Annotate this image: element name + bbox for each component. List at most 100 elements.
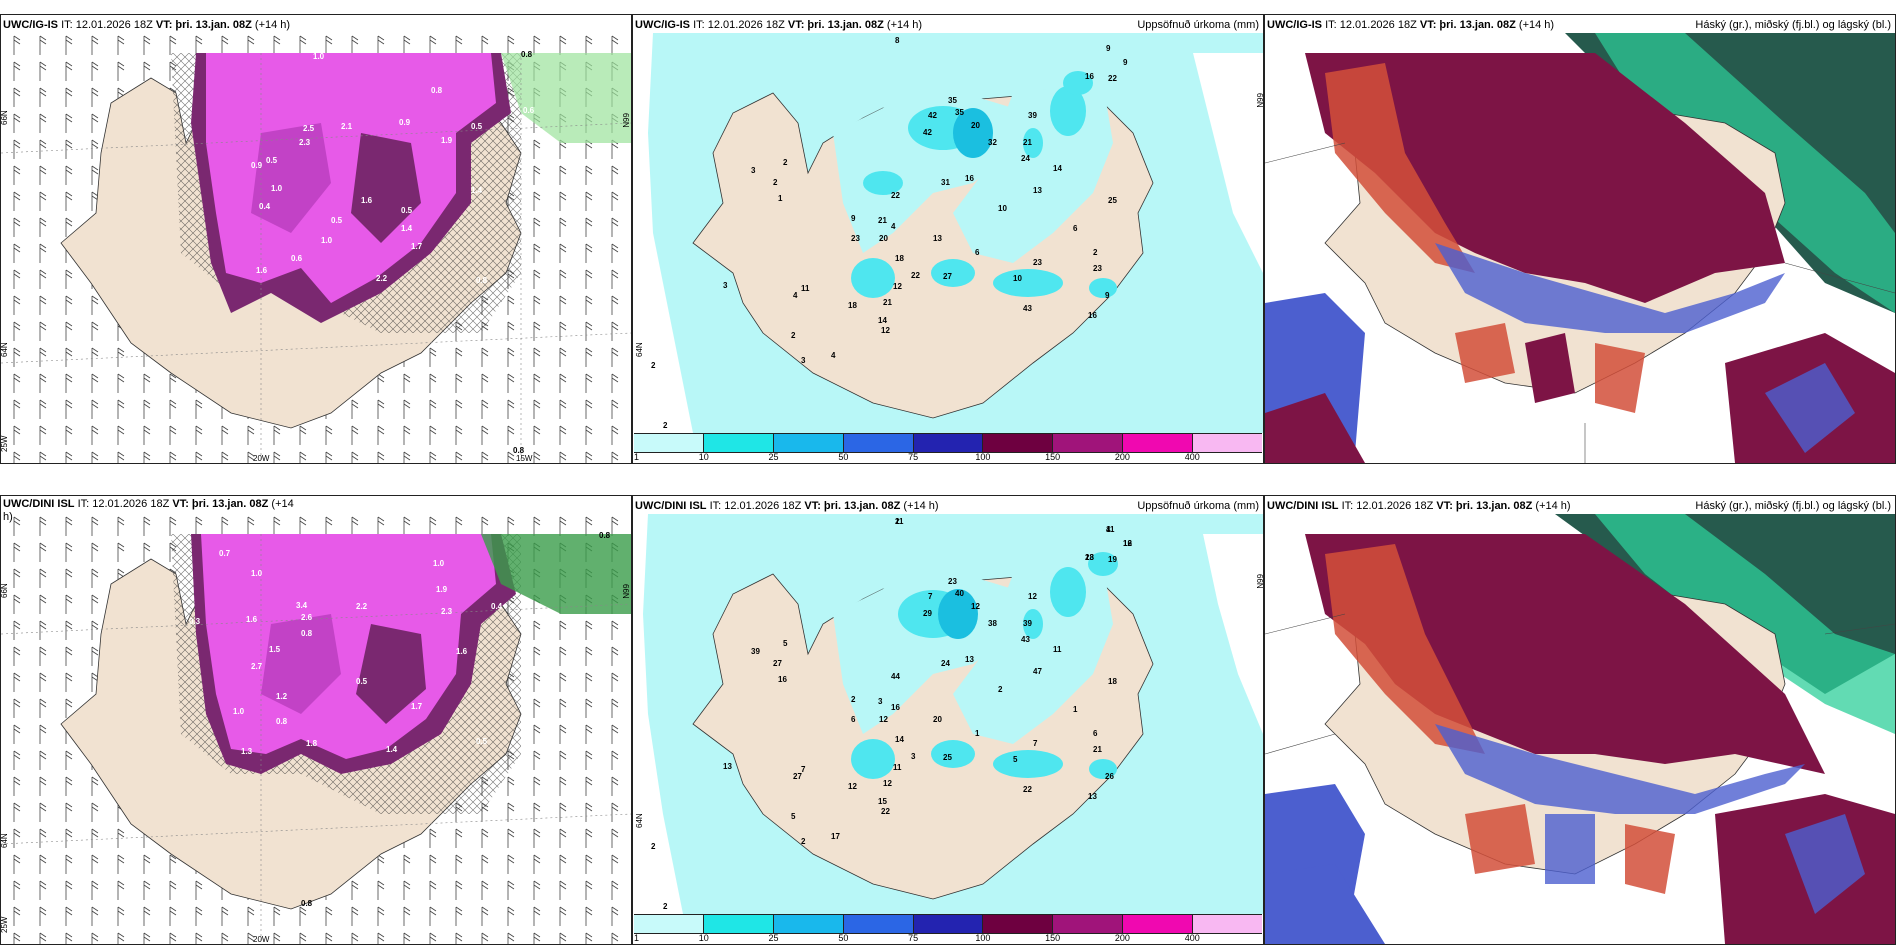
snow-value: 2.1 <box>341 122 353 131</box>
precip-value: 2 <box>773 178 778 187</box>
valid-label: VT: <box>155 19 173 31</box>
snow-value: 0.6 <box>291 254 303 263</box>
precip-value: 4 <box>793 291 798 300</box>
precip-value: 21 <box>1023 138 1032 147</box>
init-time: IT: 12.01.2026 18Z <box>77 498 170 510</box>
lat-label-left: 64N <box>635 813 644 828</box>
panel-top-right: UWC/IG-IS IT: 12.01.2026 18Z VT: þri. 13… <box>1264 14 1896 464</box>
valid-label: VT: <box>787 19 805 31</box>
precip-value: 11 <box>801 284 810 293</box>
title-line: UWC/IG-IS IT: 12.01.2026 18Z VT: þri. 13… <box>3 17 290 33</box>
precip-value: 6 <box>1073 224 1078 233</box>
bottom-value: 0.8 <box>513 446 525 455</box>
model-name: UWC/DINI ISL <box>1267 500 1339 512</box>
lat-label-right: 66N <box>621 584 630 599</box>
lat-label-66n: 66N <box>1 110 9 125</box>
legend-swatch <box>703 915 774 933</box>
precip-value: 38 <box>988 619 997 628</box>
precip-value: 12 <box>881 326 890 335</box>
snow-value: 1.7 <box>411 242 423 251</box>
precip-value: 21 <box>1093 745 1102 754</box>
snow-value: 0.8 <box>276 717 288 726</box>
precip-value: 20 <box>971 121 980 130</box>
snow-value: 0.5 <box>266 156 278 165</box>
precip-value: 14 <box>895 735 904 744</box>
valid-label: VT: <box>804 500 821 512</box>
snow-value: 0.4 <box>491 602 503 611</box>
legend-swatch <box>773 915 844 933</box>
precip-value: 4 <box>891 222 896 231</box>
precip-value: 9 <box>1106 44 1111 53</box>
model-name: UWC/DINI ISL <box>635 500 707 512</box>
precip-value: 32 <box>988 138 997 147</box>
lat-label-left: 64N <box>635 342 644 357</box>
snow-values: 0.7 1.0 1.0 1.9 0.3 1.6 2.6 3.4 2.2 1.5 … <box>189 549 503 756</box>
island-value: 0.8 <box>301 899 313 908</box>
snow-map-bot-left: 66N 64N 25W 20W 66N 0.8 0.8 0.7 1.0 1.0 … <box>1 514 631 944</box>
lat-label-66n: 66N <box>1 583 9 598</box>
precip-value: 2 <box>895 517 900 526</box>
lat-label-64n: 64N <box>1 833 9 848</box>
lat-label-right: 66N <box>1255 574 1263 589</box>
precip-value: 18 <box>895 254 904 263</box>
precip-value: 23 <box>948 577 957 586</box>
precip-value: 13 <box>965 655 974 664</box>
snow-value: 2.3 <box>441 607 453 616</box>
precip-value: 22 <box>911 271 920 280</box>
title-line: UWC/DINI ISL IT: 12.01.2026 18Z VT: þri.… <box>1267 498 1571 514</box>
precip-value: 26 <box>1105 772 1114 781</box>
snow-value: 0.3 <box>189 617 201 626</box>
map-field-title: Háský (gr.), miðský (fj.bl.) og lágský (… <box>1695 19 1891 31</box>
legend-swatch <box>913 434 984 452</box>
cloud-map-bot <box>1265 514 1895 944</box>
precip-value: 42 <box>928 111 937 120</box>
lon-label-20w: 20W <box>253 454 270 463</box>
snow-value: 3.4 <box>296 601 308 610</box>
precip-value: 43 <box>1023 304 1032 313</box>
legend-swatch <box>703 434 774 452</box>
map-field-title: Uppsöfnuð úrkoma (mm) <box>1137 500 1259 512</box>
snow-value: 0.6 <box>523 106 535 115</box>
init-time: IT: 12.01.2026 18Z <box>1341 500 1434 512</box>
precip-legend: 1 10 25 50 75 100 150 200 400 <box>633 914 1263 944</box>
snow-value: 1.9 <box>436 585 448 594</box>
snow-value: 1.6 <box>361 196 373 205</box>
precip-value: 23 <box>1033 258 1042 267</box>
snow-value: 1.6 <box>246 615 258 624</box>
snow-value: 1.2 <box>276 692 288 701</box>
legend-ticks: 1 10 25 50 75 100 150 200 400 <box>634 452 1262 463</box>
precip-value: 5 <box>1013 755 1018 764</box>
precip-value: 2 <box>651 361 656 370</box>
panel-top-left: UWC/IG-IS IT: 12.01.2026 18Z VT: þri. 13… <box>0 14 632 464</box>
precip-value: 22 <box>1023 785 1032 794</box>
snow-value: 1.6 <box>256 266 268 275</box>
panel-bot-left: UWC/DINI ISL IT: 12.01.2026 18Z VT: þri.… <box>0 495 632 945</box>
precip-value: 7 <box>1033 739 1038 748</box>
snow-value: 0.9 <box>399 118 411 127</box>
precip-value: 23 <box>1093 264 1102 273</box>
snow-value: 0.8 <box>301 629 313 638</box>
legend-tick-label: 100 <box>975 933 991 943</box>
legend-tick-label: 200 <box>1114 933 1130 943</box>
init-time: IT: 12.01.2026 18Z <box>1325 19 1417 31</box>
precip-value: 6 <box>851 715 856 724</box>
precip-value: 4 <box>831 351 836 360</box>
valid-label: VT: <box>1419 19 1437 31</box>
legend-tick-label: 25 <box>768 452 779 462</box>
snow-value: 2.6 <box>301 613 313 622</box>
snow-value: 0.5 <box>356 677 368 686</box>
precip-value: 16 <box>778 675 787 684</box>
precip-value: 28 <box>1085 553 1094 562</box>
legend-swatch <box>913 915 984 933</box>
precip-value: 11 <box>893 763 902 772</box>
precip-value: 27 <box>793 772 802 781</box>
precip-value: 9 <box>851 214 856 223</box>
precip-value: 25 <box>943 753 952 762</box>
snow-value: 1.0 <box>433 559 445 568</box>
precip-value: 14 <box>1053 164 1062 173</box>
snow-value: 0.5 <box>471 122 483 131</box>
panel-top-mid: UWC/IG-IS IT: 12.01.2026 18Z VT: þri. 13… <box>632 14 1264 464</box>
lead-time: (+14 h) <box>1518 19 1555 31</box>
precip-value: 3 <box>801 356 806 365</box>
